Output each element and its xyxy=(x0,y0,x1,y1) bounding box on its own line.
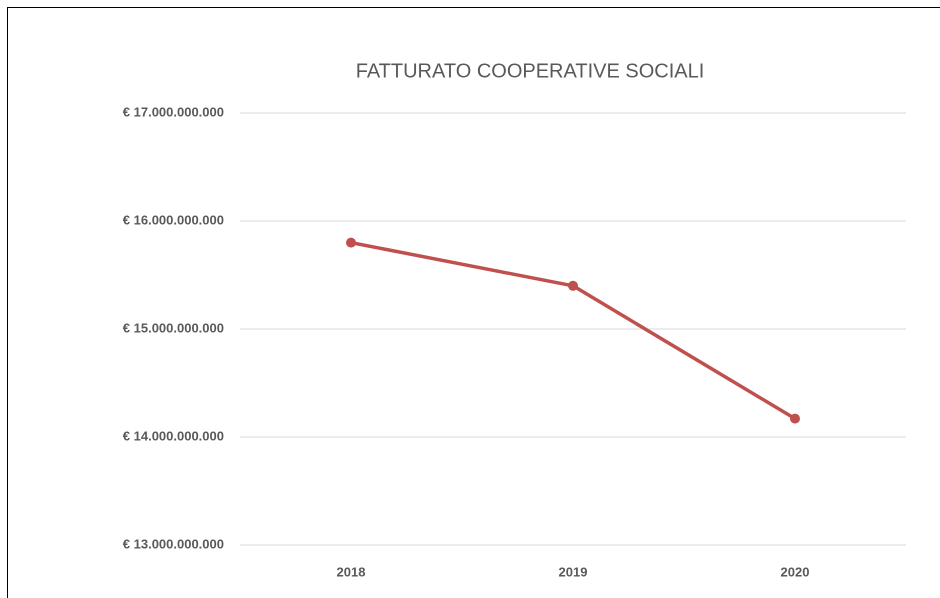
chart-border xyxy=(7,7,940,598)
y-tick-label: € 17.000.000.000 xyxy=(123,104,224,119)
y-tick-label: € 15.000.000.000 xyxy=(123,320,224,335)
line xyxy=(350,240,796,421)
marker xyxy=(346,237,356,248)
chart-title: FATTURATO COOPERATIVE SOCIALI xyxy=(356,60,705,82)
x-tick-label: 2019 xyxy=(559,564,588,579)
x-tick-label: 2018 xyxy=(337,564,366,579)
marker xyxy=(568,280,578,291)
y-tick-label: € 13.000.000.000 xyxy=(123,536,224,551)
marker xyxy=(790,413,800,424)
y-tick-label: € 16.000.000.000 xyxy=(123,212,224,227)
x-tick-label: 2020 xyxy=(781,564,810,579)
y-tick-label: € 14.000.000.000 xyxy=(123,428,224,443)
